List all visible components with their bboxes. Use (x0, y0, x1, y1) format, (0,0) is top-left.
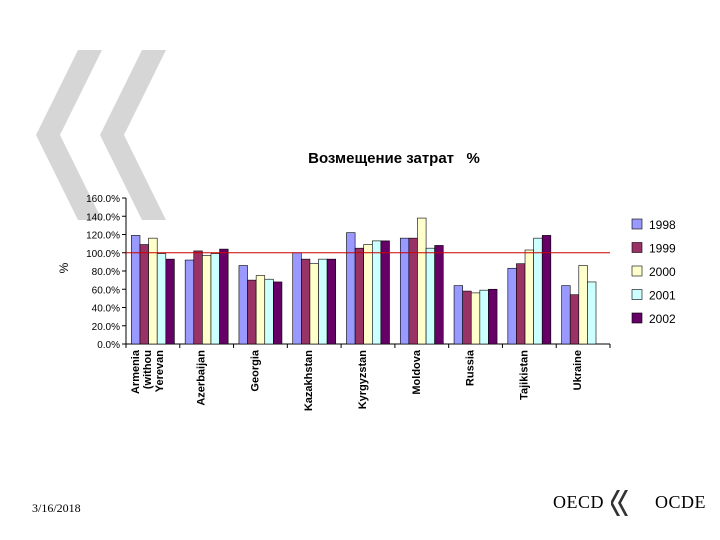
bar-1998 (184, 259, 195, 345)
legend-label-1999: 1999 (649, 242, 676, 256)
bar-2000 (470, 292, 481, 345)
y-tick-label: 20.0% (92, 322, 120, 333)
bar-2001 (264, 278, 274, 345)
bar-2002 (219, 248, 229, 345)
bar-2001 (371, 240, 382, 345)
oecd-quote-marks-decoration (36, 50, 166, 220)
legend-label-2001: 2001 (649, 289, 676, 303)
legend: 1998 1999 2000 2001 2002 (631, 218, 676, 326)
legend-swatch-2002 (631, 312, 643, 324)
bar-1998 (507, 267, 517, 345)
y-tick-label: 60.0% (92, 285, 120, 296)
x-tick-label: Tajikistan (518, 350, 530, 400)
bar-1998 (131, 235, 141, 345)
oecd-logo-right-text: OCDE (655, 492, 706, 512)
bar-1998 (561, 285, 571, 345)
y-tick-label: 160.0% (86, 194, 120, 205)
y-tick-label: 80.0% (92, 267, 120, 278)
bar-1999 (354, 247, 365, 345)
bar-2002 (165, 258, 175, 345)
y-tick-label: 100.0% (86, 249, 120, 260)
bar-1999 (569, 294, 580, 345)
legend-label-1998: 1998 (649, 218, 676, 232)
legend-label-2002: 2002 (649, 312, 676, 326)
x-tick-label: Georgia (249, 349, 261, 391)
bar-1999 (408, 237, 418, 345)
bar-1999 (462, 290, 472, 345)
bar-2000 (524, 249, 534, 345)
bar-2002 (380, 240, 390, 345)
y-tick-label: 0.0% (97, 340, 120, 351)
x-tick-label: (withou (142, 350, 154, 389)
x-tick-label: Azerbaijan (196, 350, 208, 406)
bar-2001 (587, 281, 597, 345)
bar-1998 (238, 265, 248, 345)
bar-2002 (326, 258, 337, 345)
y-tick-label: 40.0% (92, 304, 120, 315)
bar-2001 (479, 289, 489, 345)
bar-2000 (148, 237, 158, 345)
legend-swatch-2001 (631, 289, 643, 300)
bar-2002 (273, 281, 283, 345)
bar-2001 (210, 253, 220, 345)
legend-swatch-1998 (631, 218, 643, 230)
bar-2000 (578, 265, 588, 345)
bar-1998 (292, 252, 302, 345)
x-tick-label: Ukraine (572, 350, 584, 390)
slide-date: 3/16/2018 (32, 501, 81, 515)
legend-swatch-1999 (631, 242, 643, 253)
oecd-logo-left-text: OECD (553, 492, 604, 512)
y-tick-label: 140.0% (86, 212, 120, 223)
bar-1999 (193, 250, 203, 345)
bar-2001 (533, 237, 543, 345)
oecd-logo-mark-icon (611, 490, 628, 516)
y-axis-label: % (57, 262, 71, 273)
x-tick-label: Kyrgyzstan (357, 350, 369, 410)
bar-2001 (318, 258, 328, 345)
chart-title: Возмещение затрат % (308, 150, 480, 167)
x-tick-label: Moldova (411, 349, 423, 394)
bar-2002 (541, 235, 552, 345)
x-tick-label: Russia (465, 349, 477, 386)
plot-area: 0.0% 20.0% 40.0% 60.0% 80.0% 100.0% 120.0% 140.… (86, 194, 611, 411)
legend-swatch-2000 (631, 265, 643, 277)
bar-2000 (417, 217, 427, 345)
bar-2001 (156, 253, 167, 345)
bar-1998 (346, 232, 356, 345)
bar-1999 (139, 244, 149, 345)
y-tick-label: 120.0% (86, 231, 120, 242)
bar-2002 (488, 288, 498, 345)
bar-2000 (255, 275, 266, 345)
bar-2002 (434, 245, 444, 345)
bar-1999 (301, 258, 311, 345)
bar-2000 (363, 244, 373, 345)
x-tick-label: Armenia (130, 349, 142, 394)
x-tick-label: Kazakhstan (303, 350, 315, 411)
bar-1999 (516, 263, 526, 345)
bar-1999 (247, 279, 257, 345)
bar-1998 (399, 237, 410, 345)
bar-2000 (309, 263, 319, 345)
bar-1998 (453, 285, 463, 345)
x-tick-label: Yerevan (154, 350, 166, 392)
legend-label-2000: 2000 (649, 265, 676, 279)
bar-2001 (425, 247, 435, 345)
bar-2000 (202, 255, 212, 345)
